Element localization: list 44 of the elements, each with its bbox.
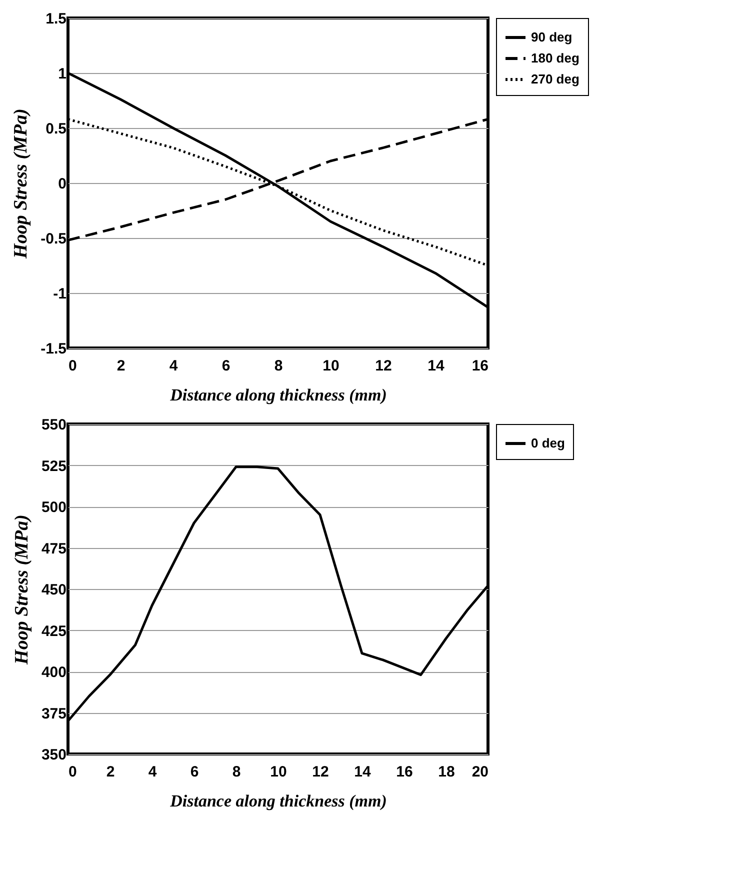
x-tick-label: 14 [354, 764, 372, 780]
y-tick-label: 500 [41, 499, 66, 516]
y-tick-label: -1.5 [40, 340, 66, 358]
y-tick-label: 0 [58, 176, 66, 192]
y-tick-label: 525 [41, 458, 66, 475]
y-tick-label: 400 [41, 664, 66, 681]
x-tick-label: 8 [274, 358, 283, 374]
x-tick-label: 8 [232, 764, 241, 780]
y-tick-label: -1 [53, 286, 66, 302]
y-tick-label: 1.5 [46, 10, 66, 28]
x-axis-title: Distance along thickness (mm) [169, 792, 387, 810]
x-tick-label: 16 [396, 764, 413, 780]
x-tick-label: 2 [116, 358, 126, 374]
legend-label: 90 deg [531, 30, 572, 44]
x-tick-label: 12 [375, 358, 392, 374]
y-tick-label: 350 [41, 746, 66, 764]
x-tick-label: 20 [472, 764, 488, 780]
x-tick-label: 10 [322, 358, 340, 374]
y-tick-label: -0.5 [40, 230, 66, 248]
y-tick-label: 550 [41, 416, 66, 434]
x-tick-label: 12 [312, 764, 329, 780]
x-tick-label: 6 [190, 764, 199, 780]
y-tick-label: 1 [58, 66, 66, 82]
x-tick-label: 4 [169, 358, 178, 374]
y-axis-title: Hoop Stress (MPa) [10, 108, 32, 260]
legend-label: 180 deg [531, 50, 580, 66]
x-tick-label: 0 [68, 764, 77, 780]
x-tick-label: 0 [68, 358, 77, 374]
legend-label: 270 deg [531, 72, 580, 86]
x-tick-label: 18 [438, 764, 455, 780]
y-tick-label: 450 [41, 582, 66, 598]
x-axis-title: Distance along thickness (mm) [169, 386, 387, 404]
x-tick-label: 6 [222, 358, 230, 374]
y-tick-label: 425 [41, 622, 66, 640]
x-tick-label: 14 [428, 358, 445, 374]
y-tick-label: 475 [41, 540, 66, 558]
x-tick-label: 4 [148, 764, 158, 780]
y-axis-title: Hoop Stress (MPa) [11, 514, 32, 666]
x-tick-label: 2 [106, 764, 115, 780]
y-tick-label: 0.5 [46, 120, 66, 138]
y-tick-label: 375 [41, 705, 66, 722]
x-tick-label: 10 [270, 764, 287, 780]
x-tick-label: 16 [472, 358, 488, 374]
legend-label: 0 deg [531, 436, 566, 450]
